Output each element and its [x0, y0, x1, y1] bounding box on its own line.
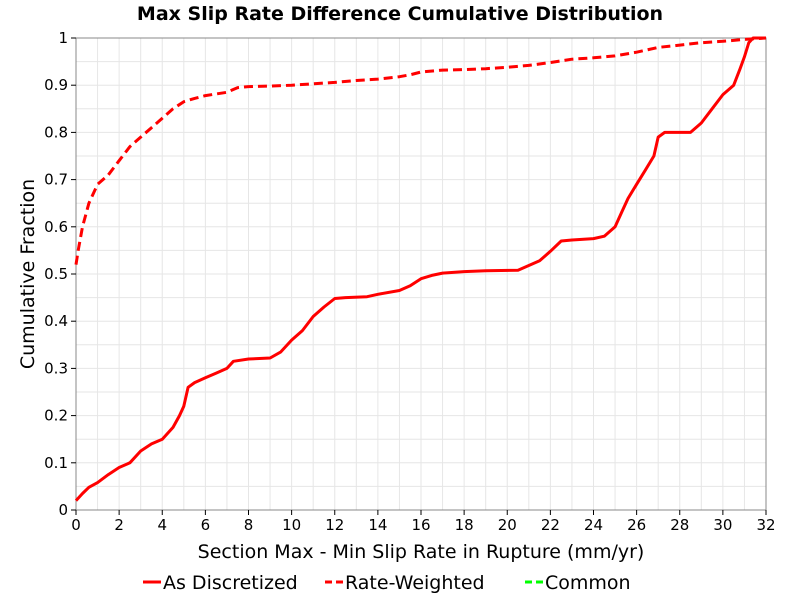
- x-tick-label: 26: [627, 516, 646, 534]
- x-tick-label: 22: [541, 516, 560, 534]
- series-line-as-discretized: [74, 36, 766, 502]
- y-tick-label: 0.3: [44, 359, 68, 377]
- y-tick-label: 0: [58, 501, 68, 519]
- y-tick-label: 0.4: [44, 312, 68, 330]
- y-tick-label: 0.1: [44, 454, 68, 472]
- y-tick-label: 0.7: [44, 171, 68, 189]
- x-tick-label: 2: [114, 516, 124, 534]
- legend-label: Common: [545, 572, 631, 594]
- x-tick-label: 14: [368, 516, 387, 534]
- legend-label: As Discretized: [163, 572, 298, 594]
- x-tick-label: 16: [411, 516, 430, 534]
- x-tick-label: 8: [244, 516, 254, 534]
- x-tick-label: 20: [498, 516, 517, 534]
- axis-ticks: 0 2 4 6 8 10 12 14 16 18 20 22 24 26 28 30 3200.10.20.30…: [44, 29, 775, 534]
- x-tick-label: 0: [71, 516, 81, 534]
- y-tick-label: 0.2: [44, 407, 68, 425]
- x-tick-label: 18: [455, 516, 474, 534]
- chart-title: Max Slip Rate Difference Cumulative Dist…: [137, 3, 663, 25]
- grid-lines: [76, 38, 766, 510]
- legend: As Discretized Rate-Weighted Common: [143, 572, 631, 594]
- x-tick-label: 4: [157, 516, 167, 534]
- x-tick-label: 12: [325, 516, 344, 534]
- y-tick-label: 0.6: [44, 218, 68, 236]
- y-tick-label: 0.9: [44, 76, 68, 94]
- y-tick-label: 1: [58, 29, 68, 47]
- legend-label: Rate-Weighted: [345, 572, 485, 594]
- x-tick-label: 6: [201, 516, 211, 534]
- x-axis-label: Section Max - Min Slip Rate in Rupture (…: [198, 541, 645, 563]
- y-tick-label: 0.5: [44, 265, 68, 283]
- y-tick-label: 0.8: [44, 123, 68, 141]
- x-tick-label: 32: [756, 516, 775, 534]
- x-tick-label: 10: [282, 516, 301, 534]
- series-lines: [74, 36, 767, 502]
- x-tick-label: 30: [713, 516, 732, 534]
- y-axis-label: Cumulative Fraction: [17, 179, 39, 369]
- x-tick-label: 24: [584, 516, 603, 534]
- series-line-rate-weighted: [74, 36, 767, 265]
- x-tick-label: 28: [670, 516, 689, 534]
